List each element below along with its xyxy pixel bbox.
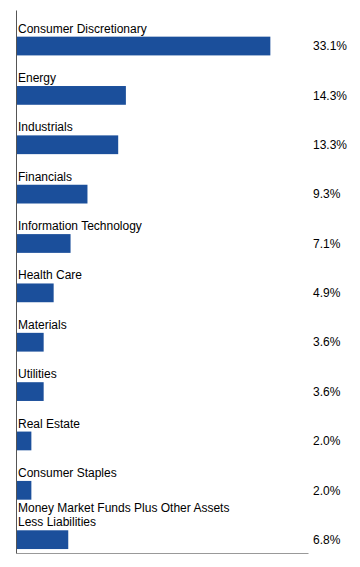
x-axis xyxy=(17,553,309,554)
value-label: 2.0% xyxy=(313,434,341,448)
category-label: Energy xyxy=(18,71,56,85)
category-labels: Consumer Discretionary Energy Industrials F… xyxy=(18,22,229,530)
value-label: 2.0% xyxy=(313,484,341,498)
value-label: 13.3% xyxy=(313,138,347,152)
category-label-line: Money Market Funds Plus Other Assets xyxy=(18,501,229,515)
category-label: Consumer Discretionary xyxy=(18,22,147,36)
bar xyxy=(16,333,44,352)
bar xyxy=(16,135,118,154)
value-label: 6.8% xyxy=(313,533,341,547)
category-label: Utilities xyxy=(18,367,57,381)
plot: Consumer Discretionary Energy Industrials F… xyxy=(16,11,347,554)
category-label-line: Information Technology xyxy=(18,219,142,233)
category-label: Industrials xyxy=(18,120,73,134)
category-label: Consumer Staples xyxy=(18,466,117,480)
value-labels: 33.1% 14.3% 13.3% 9.3% 7.1% 4.9% 3.6% 3.6% 2.0% 2… xyxy=(313,39,347,547)
value-label: 9.3% xyxy=(313,187,341,201)
chart: Consumer Discretionary Energy Industrials F… xyxy=(0,0,360,567)
bar xyxy=(16,37,270,56)
bar xyxy=(16,86,126,105)
bar xyxy=(16,382,44,401)
value-label: 3.6% xyxy=(313,335,341,349)
bar xyxy=(16,185,87,204)
bar xyxy=(16,432,31,451)
axis-line xyxy=(17,553,309,554)
bar xyxy=(16,530,68,549)
value-label: 33.1% xyxy=(313,39,347,53)
value-label: 3.6% xyxy=(313,385,341,399)
category-label-line: Financials xyxy=(18,170,72,184)
category-label-line: Health Care xyxy=(18,268,82,282)
category-label: Money Market Funds Plus Other AssetsLess… xyxy=(18,501,229,529)
axis-line xyxy=(16,11,17,554)
category-label: Health Care xyxy=(18,268,82,282)
category-label: Real Estate xyxy=(18,417,80,431)
category-label-line: Materials xyxy=(18,318,67,332)
value-label: 14.3% xyxy=(313,89,347,103)
bar xyxy=(16,234,71,253)
bar xyxy=(16,283,54,302)
category-label-line: Industrials xyxy=(18,120,73,134)
category-label-line: Consumer Staples xyxy=(18,466,117,480)
category-label-line: Energy xyxy=(18,71,56,85)
bar xyxy=(16,481,31,500)
category-label: Information Technology xyxy=(18,219,142,233)
y-axis xyxy=(16,11,17,554)
chart-container: Consumer Discretionary Energy Industrials F… xyxy=(0,0,360,567)
category-label: Materials xyxy=(18,318,67,332)
category-label-line: Utilities xyxy=(18,367,57,381)
category-label: Financials xyxy=(18,170,72,184)
category-label-line: Real Estate xyxy=(18,417,80,431)
value-label: 4.9% xyxy=(313,286,341,300)
value-label: 7.1% xyxy=(313,237,341,251)
category-label-line: Consumer Discretionary xyxy=(18,22,147,36)
category-label-line: Less Liabilities xyxy=(18,515,96,529)
bars xyxy=(16,37,270,549)
